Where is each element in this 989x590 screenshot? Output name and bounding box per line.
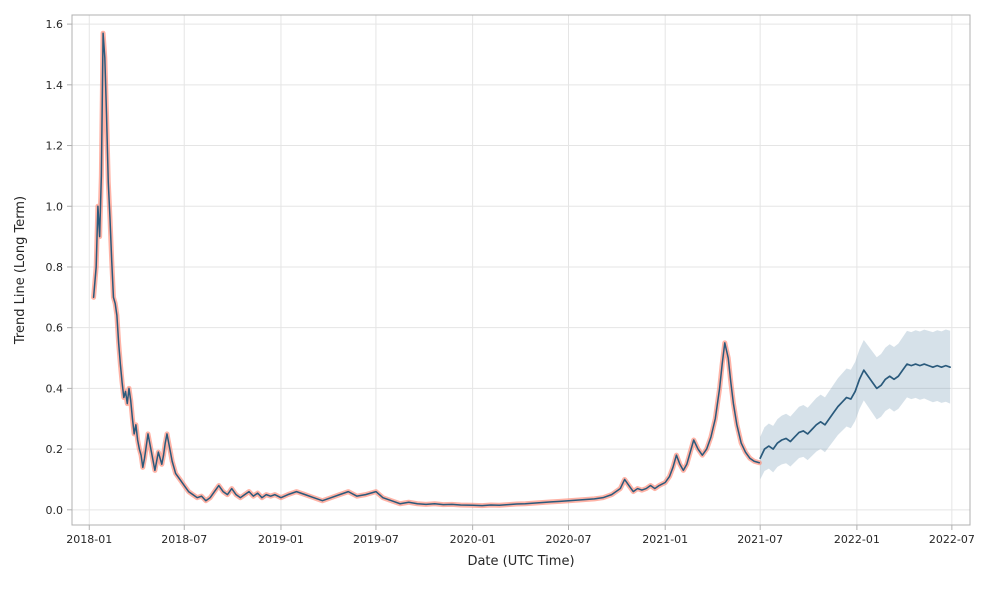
x-tick-label: 2019-01 bbox=[258, 533, 304, 546]
x-tick-label: 2019-07 bbox=[353, 533, 399, 546]
x-tick-label: 2021-01 bbox=[642, 533, 688, 546]
y-axis-label: Trend Line (Long Term) bbox=[13, 196, 28, 345]
y-tick-label: 0.2 bbox=[46, 443, 64, 456]
y-tick-label: 1.4 bbox=[46, 79, 64, 92]
x-axis-label: Date (UTC Time) bbox=[467, 554, 574, 569]
y-tick-label: 0.6 bbox=[46, 322, 64, 335]
x-tick-label: 2020-07 bbox=[546, 533, 592, 546]
x-tick-label: 2022-07 bbox=[929, 533, 975, 546]
y-tick-label: 0.0 bbox=[46, 504, 64, 517]
x-tick-label: 2018-01 bbox=[66, 533, 112, 546]
chart-svg: 2018-01 2018-07 2019-01 2019-07 2020-01 2020-… bbox=[0, 0, 989, 590]
y-tick-label: 0.4 bbox=[46, 382, 64, 395]
x-tick-label: 2021-07 bbox=[737, 533, 783, 546]
x-tick-label: 2018-07 bbox=[161, 533, 207, 546]
y-tick-label: 1.0 bbox=[46, 200, 64, 213]
x-tick-label: 2020-01 bbox=[450, 533, 496, 546]
y-tick-label: 0.8 bbox=[46, 261, 64, 274]
trend-chart: 2018-01 2018-07 2019-01 2019-07 2020-01 2020-… bbox=[0, 0, 989, 590]
x-tick-label: 2022-01 bbox=[834, 533, 880, 546]
y-tick-label: 1.2 bbox=[46, 140, 64, 153]
y-tick-label: 1.6 bbox=[46, 18, 64, 31]
